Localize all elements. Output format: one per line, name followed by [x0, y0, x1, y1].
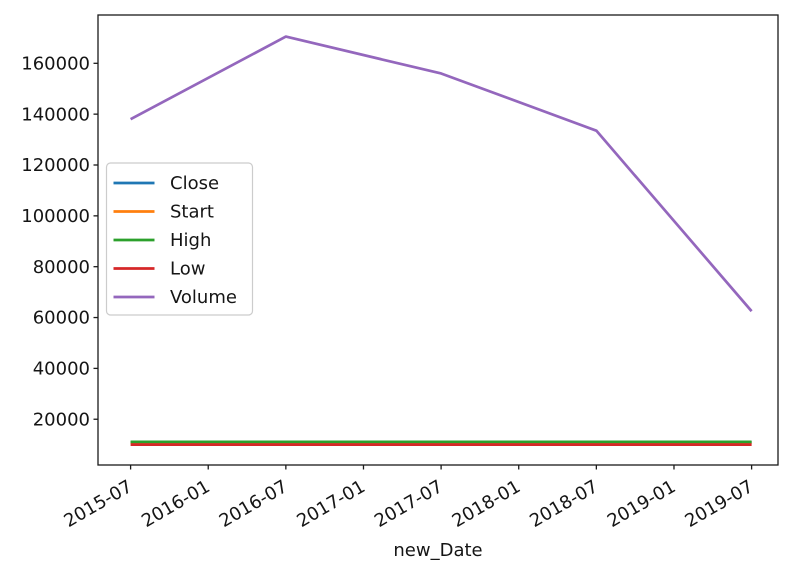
- y-tick-label: 120000: [21, 155, 90, 176]
- legend-label-low: Low: [170, 259, 205, 280]
- x-tick-label: 2017-07: [371, 476, 447, 532]
- x-tick-label: 2016-01: [138, 476, 214, 532]
- y-tick-label: 140000: [21, 104, 90, 125]
- legend-label-close: Close: [170, 173, 219, 194]
- x-axis-label: new_Date: [393, 540, 483, 561]
- legend: Close Start High Low Volume: [105, 162, 254, 316]
- x-tick-label: 2015-07: [60, 476, 136, 532]
- plot-border: [97, 14, 779, 466]
- legend-box: [105, 162, 254, 316]
- y-tick-label: 60000: [33, 308, 90, 329]
- legend-entry-start: Start: [113, 202, 214, 223]
- legend-entry-high: High: [113, 230, 211, 251]
- series-line-volume: [129, 35, 753, 313]
- x-tick-label: 2018-07: [526, 476, 602, 532]
- legend-entry-low: Low: [113, 259, 205, 280]
- x-tick-label: 2019-01: [604, 476, 680, 532]
- legend-label-volume: Volume: [170, 287, 237, 308]
- y-tick-label: 100000: [21, 206, 90, 227]
- legend-entry-volume: Volume: [113, 287, 237, 308]
- legend-label-high: High: [170, 230, 211, 251]
- y-tick-label: 80000: [33, 257, 90, 278]
- y-tick-label: 20000: [33, 409, 90, 430]
- x-tick-label: 2019-07: [681, 476, 757, 532]
- legend-label-start: Start: [170, 202, 214, 223]
- legend-entry-close: Close: [113, 173, 219, 194]
- x-tick-label: 2018-01: [449, 476, 525, 532]
- y-tick-label: 160000: [21, 54, 90, 75]
- x-tick-label: 2016-07: [216, 476, 292, 532]
- y-tick-label: 40000: [33, 359, 90, 380]
- x-tick-label: 2017-01: [293, 476, 369, 532]
